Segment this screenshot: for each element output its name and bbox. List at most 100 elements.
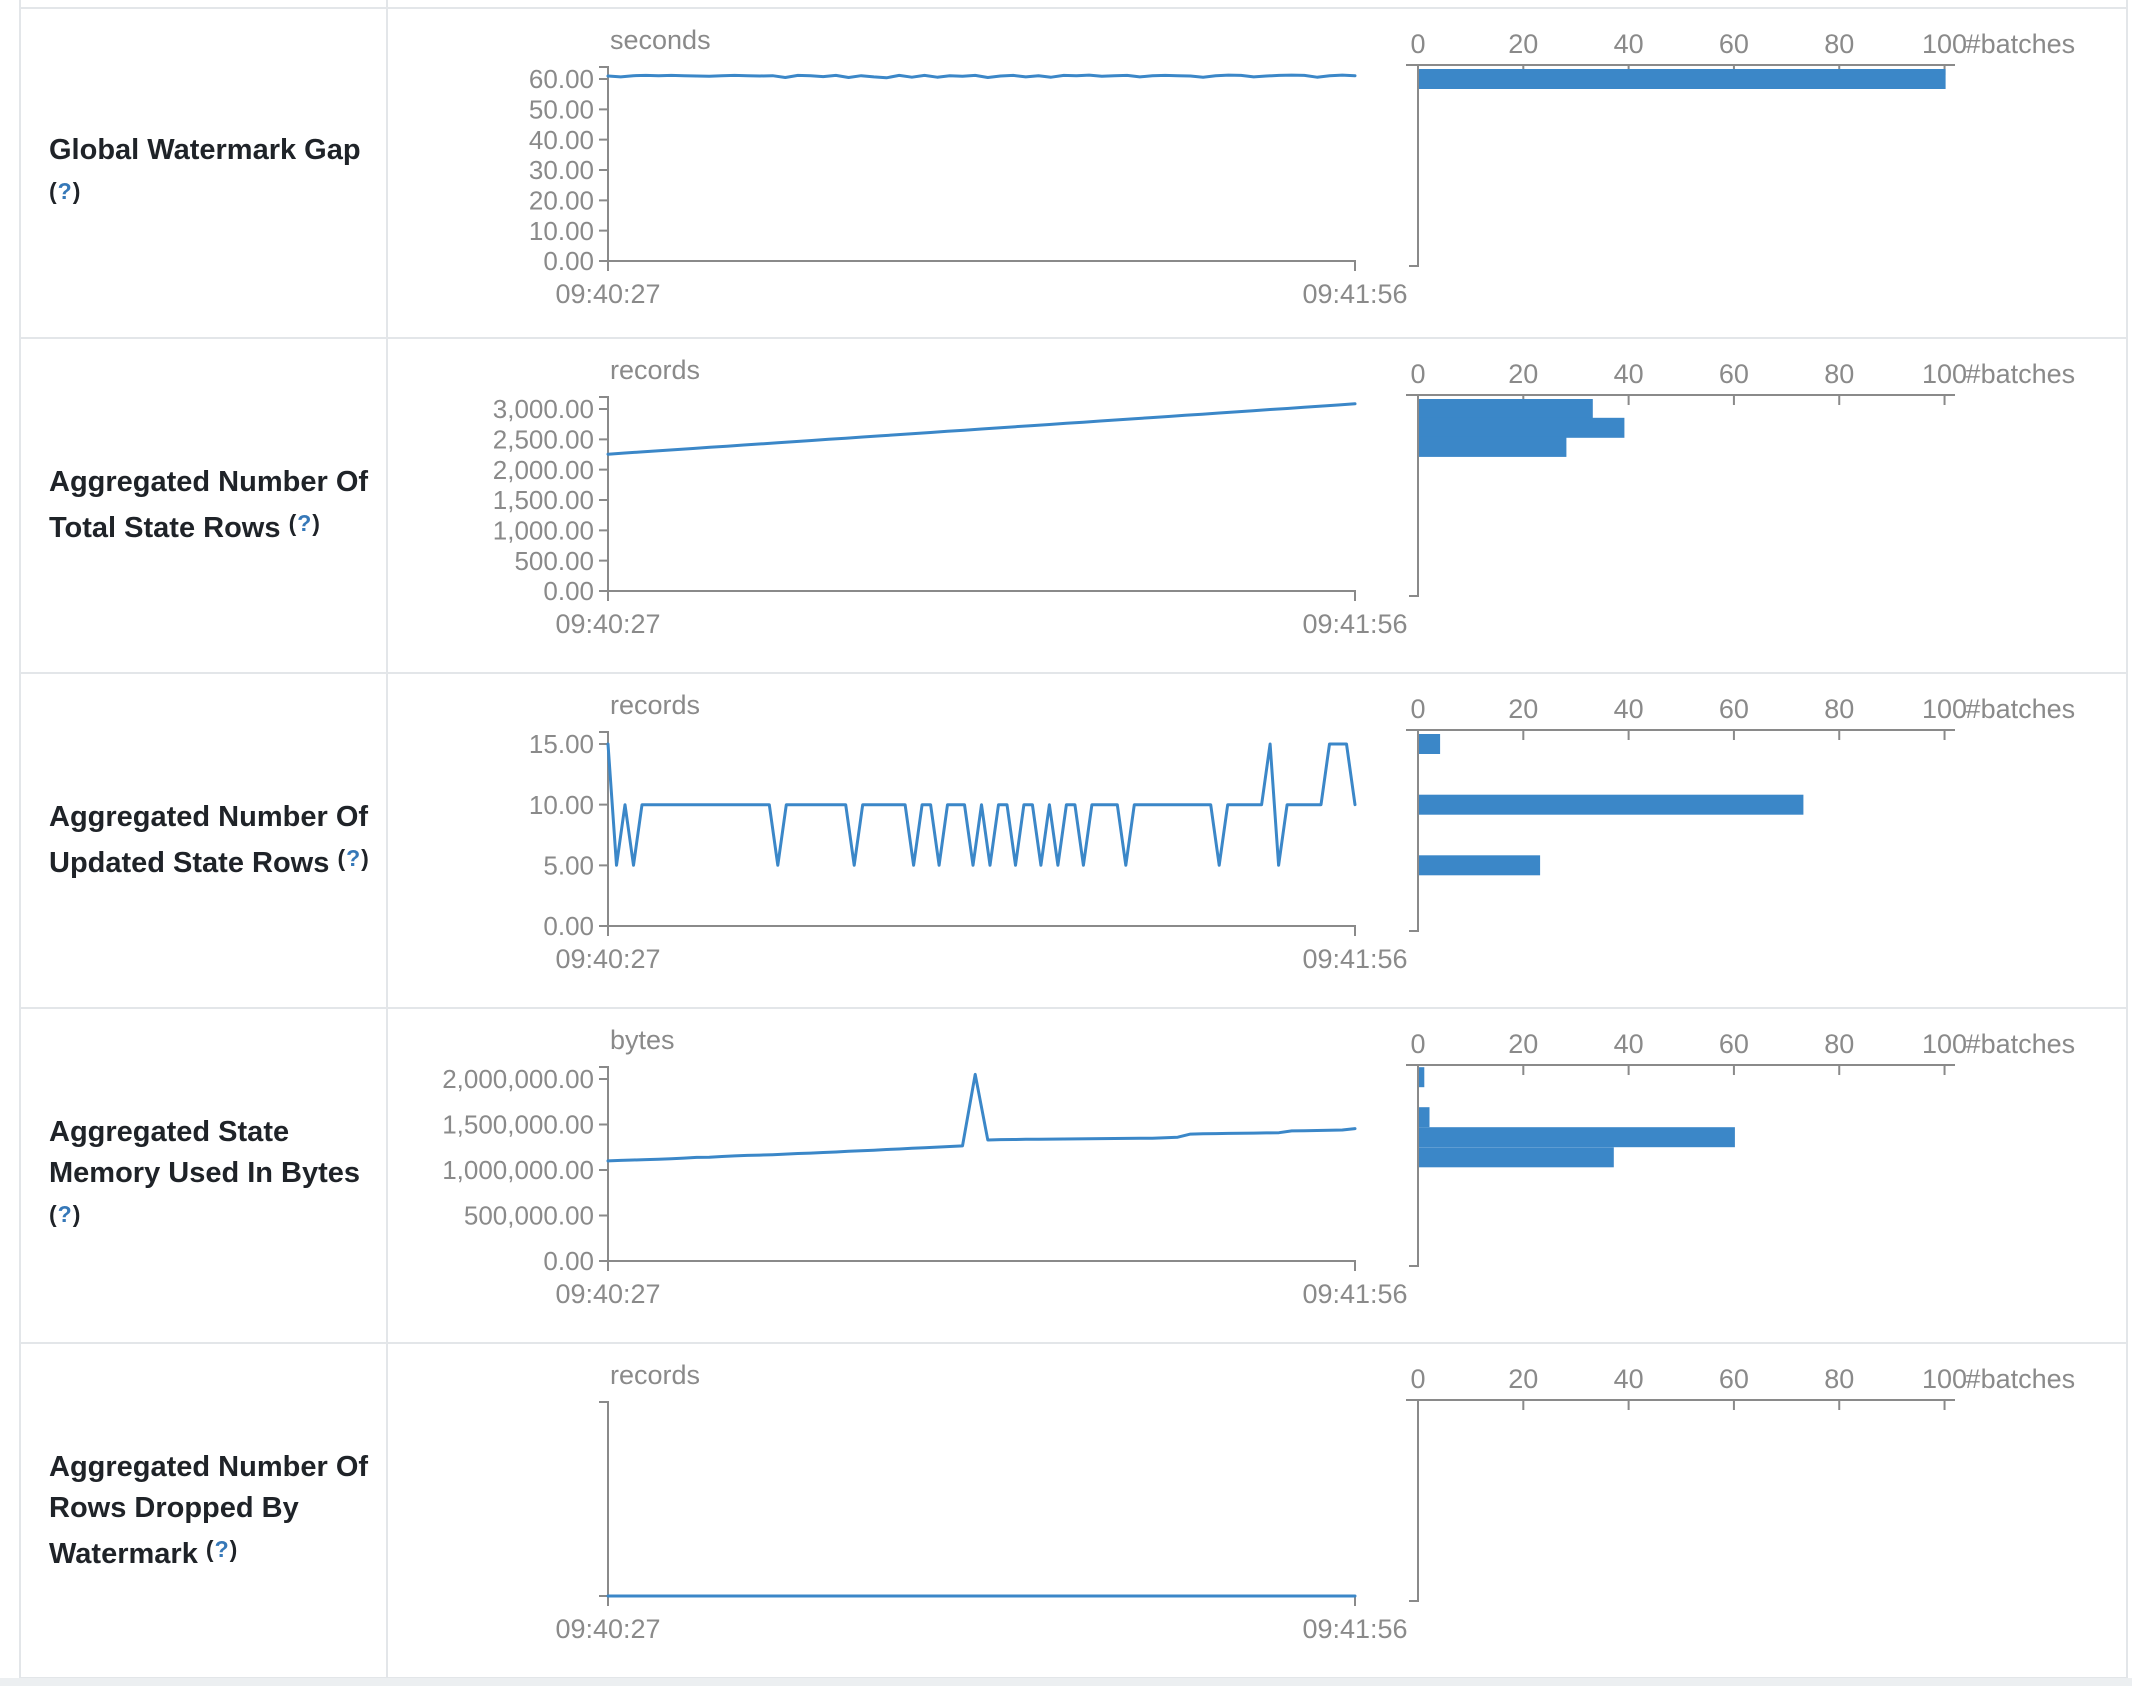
batches-tick-label: 80 xyxy=(1824,1029,1854,1059)
metric-label: Aggregated Number Of Updated State Rows xyxy=(49,801,369,879)
table-border-segment xyxy=(2126,0,2128,7)
x-axis xyxy=(607,1260,1356,1271)
histogram-axes xyxy=(1406,1399,1955,1602)
batches-tick-label: 0 xyxy=(1410,29,1425,59)
metric-row: Aggregated Number Of Rows Dropped By Wat… xyxy=(21,1342,2126,1677)
aggregated-rows-dropped-by-watermark-charts: records 09:40:27 09:41:56 0 20 40 60 80 100#batc… xyxy=(555,1360,2075,1644)
histogram-bar xyxy=(1419,1067,1425,1088)
metric-label: Aggregated Number Of Rows Dropped By Wat… xyxy=(49,1450,369,1570)
y-tick-label: 20.00 xyxy=(529,185,594,215)
batches-tick-label: 100 xyxy=(1922,359,1967,389)
histogram-bar xyxy=(1419,734,1441,754)
x-start-label: 09:40:27 xyxy=(555,609,660,639)
batches-tick-label: 40 xyxy=(1614,29,1644,59)
y-tick-label: 0.00 xyxy=(543,246,594,276)
aggregated-total-state-rows-histogram: 0 20 40 60 80 100#batches xyxy=(1406,359,2076,597)
unit-label: records xyxy=(610,690,700,720)
metric-label: Aggregated State Memory Used In Bytes xyxy=(49,1115,361,1189)
batches-tick-label: 100 xyxy=(1922,1364,1967,1394)
batches-tick-label: 0 xyxy=(1410,359,1425,389)
histogram-axes xyxy=(1406,1064,1955,1267)
histogram-axes xyxy=(1406,64,1955,267)
metric-label-cell: Aggregated State Memory Used In Bytes (?… xyxy=(21,1009,388,1342)
y-tick-label: 2,000,000.00 xyxy=(442,1064,594,1094)
help-link[interactable]: (?) xyxy=(288,510,321,536)
help-link[interactable]: (?) xyxy=(205,1535,239,1562)
x-end-label: 09:41:56 xyxy=(1302,609,1407,639)
batches-tick-label: 60 xyxy=(1719,1364,1749,1394)
unit-label: bytes xyxy=(610,1025,675,1055)
metric-row: Global Watermark Gap (?) 60.00 50.00 40.00… xyxy=(21,9,2126,337)
batches-tick-label: 0 xyxy=(1410,1029,1425,1059)
batches-tick-label: 60 xyxy=(1719,1029,1749,1059)
batches-tick-label: 100 xyxy=(1922,1029,1967,1059)
y-tick-label: 500.00 xyxy=(514,546,594,576)
batches-axis-label: #batches xyxy=(1966,29,2076,59)
y-tick-label: 0.00 xyxy=(543,911,594,941)
aggregated-state-memory-used-histogram: 0 20 40 60 80 100#batches xyxy=(1406,1029,2076,1267)
y-tick-label: 1,500,000.00 xyxy=(442,1110,594,1140)
global-watermark-gap-histogram: 0 20 40 60 80 100#batches xyxy=(1406,29,2076,267)
timeline-series-line xyxy=(606,73,1357,80)
metric-label-cell: Global Watermark Gap (?) xyxy=(21,9,388,337)
streaming-statistics-table: Global Watermark Gap (?) 60.00 50.00 40.00… xyxy=(19,7,2128,1679)
batches-tick-label: 80 xyxy=(1824,29,1854,59)
batches-tick-label: 80 xyxy=(1824,359,1854,389)
x-end-label: 09:41:56 xyxy=(1302,279,1407,309)
y-tick-label: 5.00 xyxy=(543,850,594,880)
x-end-label: 09:41:56 xyxy=(1302,1614,1407,1644)
unit-label: seconds xyxy=(610,25,711,55)
y-tick-label: 2,000.00 xyxy=(493,455,594,485)
y-axis xyxy=(599,66,609,262)
help-link[interactable]: (?) xyxy=(49,177,82,204)
help-link[interactable]: (?) xyxy=(337,845,370,871)
metric-charts: records 09:40:27 09:41:56 0 20 40 60 80 100 #batc… xyxy=(388,1344,2126,1677)
batches-axis-label: #batches xyxy=(1966,1029,2076,1059)
histogram-axes xyxy=(1406,729,1955,932)
x-start-label: 09:40:27 xyxy=(555,279,660,309)
batches-tick-label: 60 xyxy=(1719,359,1749,389)
aggregated-total-state-rows-charts: 3,000.002,500.002,000.001,500.001,000.00… xyxy=(493,355,2076,639)
y-tick-label: 10.00 xyxy=(529,790,594,820)
histogram-bar xyxy=(1419,69,1946,89)
batches-tick-label: 0 xyxy=(1410,694,1425,724)
batches-tick-label: 0 xyxy=(1410,1364,1425,1394)
batches-tick-label: 80 xyxy=(1824,694,1854,724)
unit-label: records xyxy=(610,355,700,385)
batches-tick-label: 100 xyxy=(1922,29,1967,59)
y-tick-label: 30.00 xyxy=(529,155,594,185)
batches-tick-label: 20 xyxy=(1508,694,1538,724)
metric-label-cell: Aggregated Number Of Updated State Rows … xyxy=(21,674,388,1007)
page-background-strip xyxy=(0,1678,2132,1686)
histogram-bar xyxy=(1419,855,1541,876)
x-end-label: 09:41:56 xyxy=(1302,944,1407,974)
timeline-series-line xyxy=(606,742,1357,867)
aggregated-updated-state-rows-histogram: 0 20 40 60 80 100#batches xyxy=(1406,694,2075,932)
batches-axis-label: #batches xyxy=(1966,359,2076,389)
batches-tick-label: 100 xyxy=(1922,694,1967,724)
help-link[interactable]: (?) xyxy=(49,1200,82,1227)
x-end-label: 09:41:56 xyxy=(1302,1279,1407,1309)
histogram-bar xyxy=(1419,1127,1735,1148)
metric-charts: 60.00 50.00 40.00 30.00 20.00 10.00 0.00 second… xyxy=(388,9,2126,337)
aggregated-rows-dropped-by-watermark-histogram: 0 20 40 60 80 100#batches xyxy=(1406,1364,2075,1602)
y-tick-label: 2,500.00 xyxy=(493,424,594,454)
y-tick-label: 0.00 xyxy=(543,1246,594,1276)
histogram-bar xyxy=(1419,417,1625,438)
x-start-label: 09:40:27 xyxy=(555,1279,660,1309)
metric-row: Aggregated Number Of Updated State Rows … xyxy=(21,672,2126,1007)
y-axis xyxy=(599,731,609,927)
aggregated-updated-state-rows-timeline: 15.00 10.00 5.00 0.00 records 09:40:27 09:41:5… xyxy=(529,690,1408,974)
x-start-label: 09:40:27 xyxy=(555,944,660,974)
batches-tick-label: 20 xyxy=(1508,1029,1538,1059)
x-axis xyxy=(607,925,1356,936)
metric-label-cell: Aggregated Number Of Total State Rows (?… xyxy=(21,339,388,672)
y-tick-label: 500,000.00 xyxy=(464,1201,594,1231)
batches-tick-label: 20 xyxy=(1508,1364,1538,1394)
y-axis xyxy=(599,1401,609,1597)
table-border-segment xyxy=(19,0,21,7)
batches-tick-label: 40 xyxy=(1614,1364,1644,1394)
unit-label: records xyxy=(610,1360,700,1390)
histogram-bar xyxy=(1419,399,1593,419)
